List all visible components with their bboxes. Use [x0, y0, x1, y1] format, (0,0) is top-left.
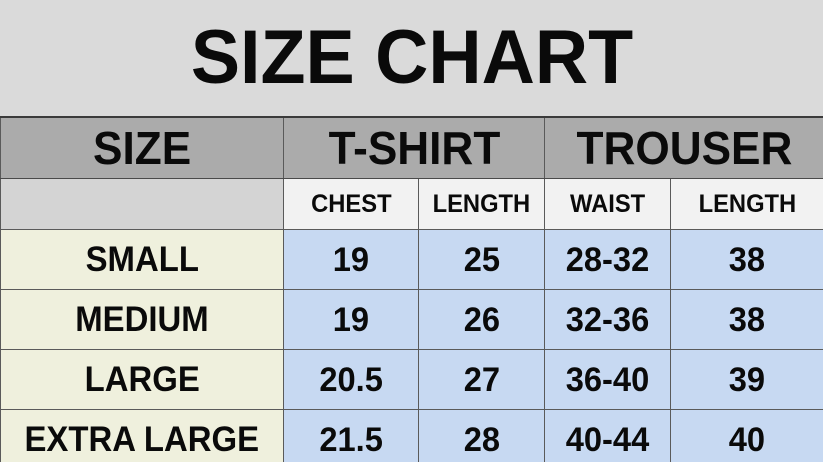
table-row: EXTRA LARGE 21.5 28 40-44 40: [0, 409, 823, 462]
table-row: MEDIUM 19 26 32-36 38: [0, 289, 823, 350]
cell-trouser-length-value: 38: [728, 240, 766, 279]
column-group-size-label: SIZE: [92, 122, 192, 174]
cell-size-value: LARGE: [84, 359, 200, 399]
cell-trouser-waist-value: 36-40: [565, 360, 650, 399]
column-group-tshirt: T-SHIRT: [282, 116, 546, 179]
cell-trouser-length-value: 38: [728, 300, 766, 339]
size-chart-table: SIZE T-SHIRT TROUSER CHEST LENGTH: [0, 116, 823, 462]
column-group-tshirt-label: T-SHIRT: [328, 122, 500, 174]
cell-size-value: SMALL: [85, 239, 199, 279]
subheader-tshirt-length: LENGTH: [417, 178, 546, 230]
subheader-trouser-waist: WAIST: [544, 178, 672, 230]
column-group-trouser-label: TROUSER: [576, 122, 792, 174]
subheader-trouser-waist-label: WAIST: [569, 189, 646, 218]
cell-size-value: EXTRA LARGE: [24, 419, 260, 459]
cell-trouser-waist: 32-36: [544, 289, 672, 350]
cell-tshirt-chest-value: 20.5: [319, 360, 383, 399]
table-row: SMALL 19 25 28-32 38: [0, 229, 823, 290]
cell-tshirt-chest-value: 21.5: [319, 420, 383, 459]
cell-tshirt-chest-value: 19: [332, 300, 370, 339]
cell-trouser-waist-value: 40-44: [565, 420, 650, 459]
subheader-tshirt-length-label: LENGTH: [432, 189, 531, 218]
column-group-trouser: TROUSER: [544, 116, 823, 179]
column-group-size: SIZE: [0, 116, 284, 179]
cell-tshirt-chest-value: 19: [332, 240, 370, 279]
subheader-trouser-length: LENGTH: [670, 178, 823, 230]
cell-tshirt-length-value: 26: [463, 300, 500, 339]
subheader-tshirt-chest: CHEST: [283, 178, 419, 230]
cell-tshirt-length: 28: [417, 409, 546, 462]
cell-trouser-waist: 36-40: [544, 349, 672, 410]
cell-tshirt-length: 26: [417, 289, 546, 350]
cell-size: MEDIUM: [0, 289, 284, 350]
cell-size: SMALL: [0, 229, 284, 290]
cell-tshirt-chest: 19: [283, 229, 419, 290]
page-title: SIZE CHART: [190, 15, 633, 100]
subheader-size-blank: [0, 178, 284, 230]
cell-trouser-length: 39: [670, 349, 823, 410]
cell-trouser-waist-value: 32-36: [565, 300, 650, 339]
subheader-trouser-length-label: LENGTH: [698, 189, 796, 218]
cell-tshirt-length-value: 28: [463, 420, 500, 459]
subheader-tshirt-chest-label: CHEST: [310, 189, 392, 218]
cell-trouser-length: 38: [670, 289, 823, 350]
cell-trouser-length: 38: [670, 229, 823, 290]
cell-trouser-waist: 28-32: [544, 229, 672, 290]
cell-tshirt-length: 27: [417, 349, 546, 410]
cell-trouser-length-value: 40: [728, 420, 766, 459]
cell-tshirt-length-value: 25: [463, 240, 500, 279]
cell-tshirt-chest: 21.5: [283, 409, 419, 462]
cell-trouser-length-value: 39: [728, 360, 766, 399]
cell-tshirt-length: 25: [417, 229, 546, 290]
cell-trouser-waist-value: 28-32: [565, 240, 650, 279]
title-bar: SIZE CHART: [0, 0, 823, 116]
cell-size: EXTRA LARGE: [0, 409, 284, 462]
cell-tshirt-chest: 19: [283, 289, 419, 350]
cell-trouser-length: 40: [670, 409, 823, 462]
table-header-groups: SIZE T-SHIRT TROUSER: [0, 116, 823, 179]
table-row: LARGE 20.5 27 36-40 39: [0, 349, 823, 410]
cell-trouser-waist: 40-44: [544, 409, 672, 462]
cell-tshirt-length-value: 27: [463, 360, 500, 399]
table-header-subcolumns: CHEST LENGTH WAIST LENGTH: [0, 178, 823, 230]
cell-size: LARGE: [0, 349, 284, 410]
cell-size-value: MEDIUM: [75, 299, 209, 339]
cell-tshirt-chest: 20.5: [283, 349, 419, 410]
